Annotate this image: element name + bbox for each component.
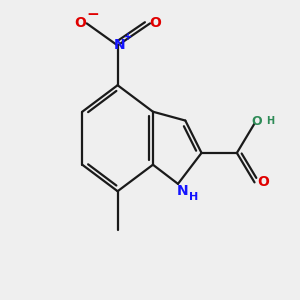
Text: O: O <box>149 16 161 30</box>
Text: −: − <box>87 7 100 22</box>
Text: H: H <box>189 192 198 202</box>
Text: O: O <box>257 176 269 189</box>
Text: O: O <box>252 115 262 128</box>
Text: N: N <box>113 38 125 52</box>
Text: N: N <box>177 184 188 198</box>
Text: H: H <box>266 116 274 126</box>
Text: +: + <box>124 32 132 42</box>
Text: O: O <box>74 16 86 30</box>
